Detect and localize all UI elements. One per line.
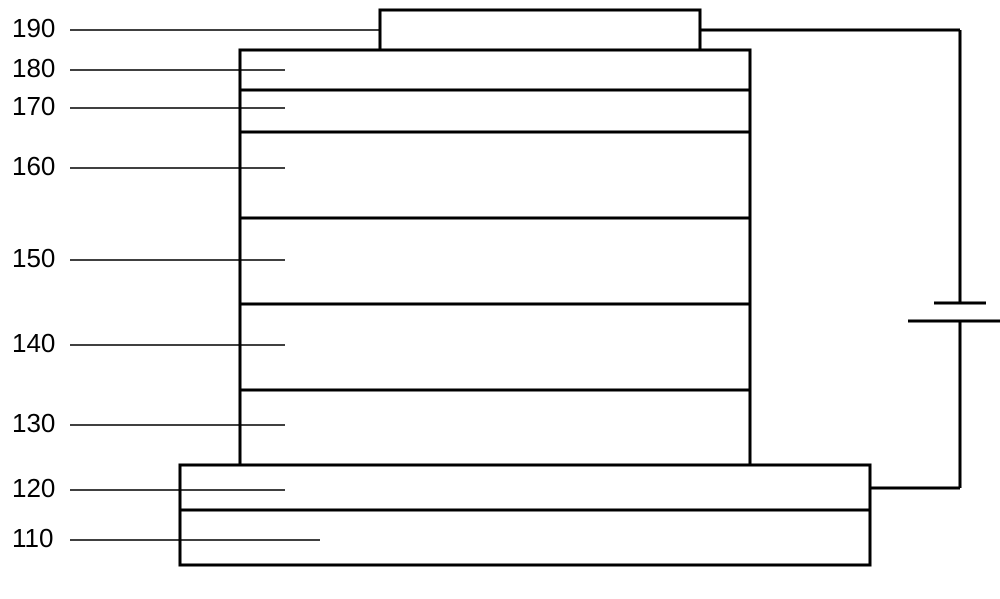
layer-140 [240,304,750,390]
layer-120 [180,465,870,510]
label-160: 160 [12,151,55,181]
top-electrode-190 [380,10,700,50]
layer-180 [240,50,750,90]
label-120: 120 [12,473,55,503]
layer-160 [240,132,750,218]
layer-110 [180,510,870,565]
label-180: 180 [12,53,55,83]
label-150: 150 [12,243,55,273]
layer-130 [240,390,750,465]
label-110: 110 [12,523,53,553]
layer-150 [240,218,750,304]
label-190: 190 [12,13,55,43]
layer-170 [240,90,750,132]
label-130: 130 [12,408,55,438]
label-140: 140 [12,328,55,358]
label-170: 170 [12,91,55,121]
